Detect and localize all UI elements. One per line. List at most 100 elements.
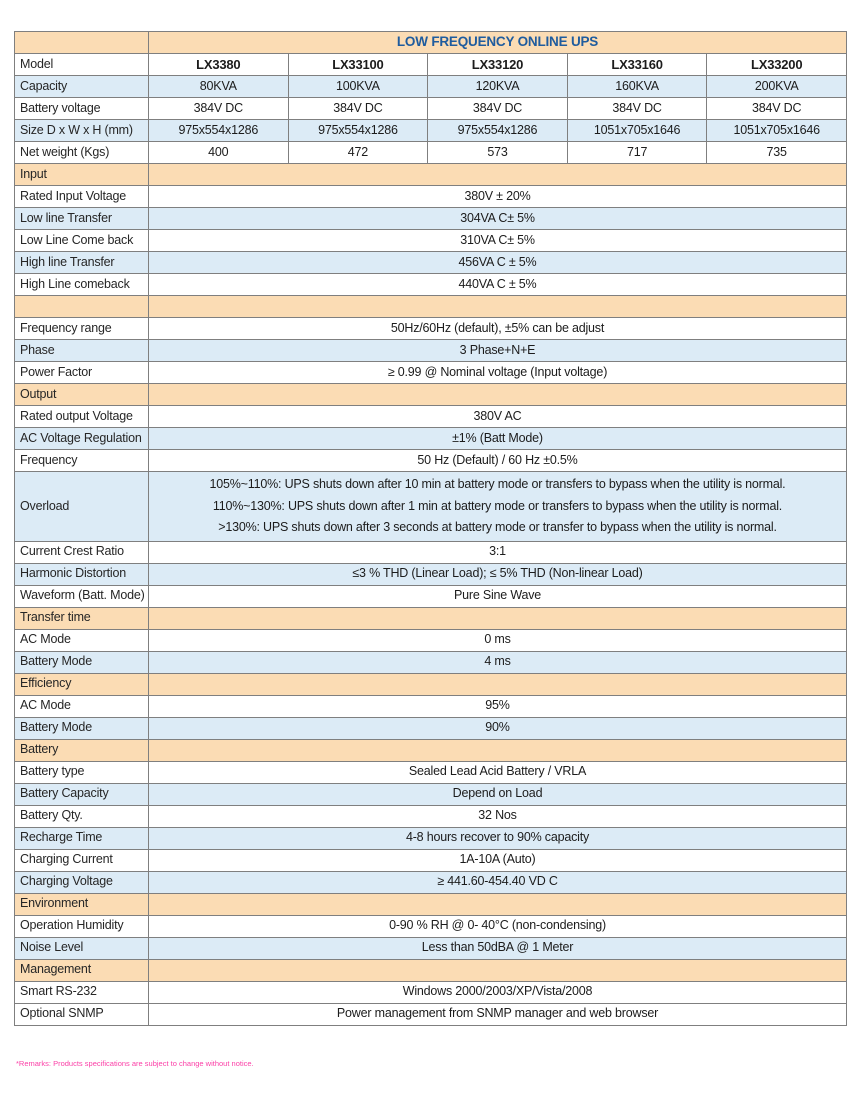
row-label: Battery voltage <box>14 97 149 120</box>
row-label: Frequency <box>14 449 149 472</box>
spec-value: 4 ms <box>148 650 847 674</box>
spec-value: 384V DC <box>427 97 568 120</box>
table-row: Model LX3380 LX33100 LX33120 LX33160 LX33200 <box>14 53 847 76</box>
row-label: High line Transfer <box>14 251 149 274</box>
table-corner-cell <box>14 31 149 54</box>
table-row: Operation Humidity 0-90 % RH @ 0- 40°C (n… <box>14 914 847 938</box>
section-filler <box>148 606 847 630</box>
spec-value: LX33120 <box>427 53 568 76</box>
remarks-note: *Remarks: Products specifications are su… <box>16 1059 254 1068</box>
table-row: Rated Input Voltage 380V ± 20% <box>14 185 847 208</box>
table-row: Waveform (Batt. Mode) Pure Sine Wave <box>14 584 847 608</box>
section-filler <box>148 672 847 696</box>
spec-value: 384V DC <box>287 97 429 120</box>
spec-value: 200KVA <box>706 75 847 98</box>
spec-value: 3:1 <box>148 540 847 564</box>
spec-value: 32 Nos <box>148 804 847 828</box>
spec-value: ≤3 % THD (Linear Load); ≤ 5% THD (Non-li… <box>148 562 847 586</box>
row-label: AC Mode <box>14 694 149 718</box>
row-label: Battery type <box>14 760 149 784</box>
spec-value: 120KVA <box>427 75 568 98</box>
section-label: Transfer time <box>14 606 149 630</box>
table-row: Battery type Sealed Lead Acid Battery / V… <box>14 760 847 784</box>
row-label: AC Voltage Regulation <box>14 427 149 450</box>
spec-value: 384V DC <box>706 97 847 120</box>
section-header-row: Efficiency <box>14 672 847 696</box>
row-label: High Line comeback <box>14 273 149 296</box>
row-label: Charging Current <box>14 848 149 872</box>
table-row: Rated output Voltage 380V AC <box>14 405 847 428</box>
table-row: Battery Capacity Depend on Load <box>14 782 847 806</box>
section-header-row <box>14 295 847 318</box>
spec-value: ≥ 0.99 @ Nominal voltage (Input voltage) <box>148 361 847 384</box>
row-label: Operation Humidity <box>14 914 149 938</box>
overload-condition-line: >130%: UPS shuts down after 3 seconds at… <box>218 520 777 534</box>
row-label: Charging Voltage <box>14 870 149 894</box>
spec-value: 384V DC <box>566 97 708 120</box>
spec-value: ≥ 441.60-454.40 VD C <box>148 870 847 894</box>
row-label: Phase <box>14 339 149 362</box>
section-header-row: Output <box>14 383 847 406</box>
overload-condition-line: 110%~130%: UPS shuts down after 1 min at… <box>212 498 783 513</box>
row-label: Smart RS-232 <box>14 980 149 1004</box>
spec-value: Power management from SNMP manager and w… <box>148 1002 847 1026</box>
row-label: Noise Level <box>14 936 149 960</box>
spec-value: 440VA C ± 5% <box>148 273 847 296</box>
table-row: Power Factor ≥ 0.99 @ Nominal voltage (In… <box>14 361 847 384</box>
spec-value: 105%~110%: UPS shuts down after 10 min a… <box>148 471 847 542</box>
row-label: Rated output Voltage <box>14 405 149 428</box>
table-row: Noise Level Less than 50dBA @ 1 Meter <box>14 936 847 960</box>
section-filler <box>148 892 847 916</box>
table-row: Net weight (Kgs) 400 472 573 717 735 <box>14 141 847 164</box>
spec-value: Less than 50dBA @ 1 Meter <box>148 936 847 960</box>
row-label: Size D x W x H (mm) <box>14 119 149 142</box>
spec-value: LX33100 <box>287 53 429 76</box>
table-row: Capacity 80KVA 100KVA 120KVA 160KVA 200KVA <box>14 75 847 98</box>
row-label: Battery Mode <box>14 650 149 674</box>
table-row: Recharge Time 4-8 hours recover to 90% ca… <box>14 826 847 850</box>
row-label: Low Line Come back <box>14 229 149 252</box>
section-label <box>14 295 149 318</box>
spec-value: 90% <box>148 716 847 740</box>
table-row: High Line comeback 440VA C ± 5% <box>14 273 847 296</box>
spec-value: 80KVA <box>148 75 289 98</box>
spec-value: 975x554x1286 <box>287 119 429 142</box>
spec-value: 1A-10A (Auto) <box>148 848 847 872</box>
spec-value: 0-90 % RH @ 0- 40°C (non-condensing) <box>148 914 847 938</box>
row-label: Battery Qty. <box>14 804 149 828</box>
spec-value: LX3380 <box>148 53 289 76</box>
table-row: Size D x W x H (mm) 975x554x1286 975x554x1… <box>14 119 847 142</box>
section-label: Environment <box>14 892 149 916</box>
spec-value: LX33160 <box>566 53 708 76</box>
section-label: Output <box>14 383 149 406</box>
table-row: Frequency range 50Hz/60Hz (default), ±5% … <box>14 317 847 340</box>
row-label: Rated Input Voltage <box>14 185 149 208</box>
spec-value: 1051x705x1646 <box>706 119 847 142</box>
overload-condition-line: 105%~110%: UPS shuts down after 10 min a… <box>209 477 786 491</box>
section-header-row: Input <box>14 163 847 186</box>
spec-value: Depend on Load <box>148 782 847 806</box>
table-row: AC Mode 0 ms <box>14 628 847 652</box>
table-row: Battery Mode 90% <box>14 716 847 740</box>
row-label: Harmonic Distortion <box>14 562 149 586</box>
row-label: Optional SNMP <box>14 1002 149 1026</box>
table-row: High line Transfer 456VA C ± 5% <box>14 251 847 274</box>
spec-value: 573 <box>427 141 568 164</box>
row-label: Model <box>14 53 149 76</box>
spec-value: 50 Hz (Default) / 60 Hz ±0.5% <box>148 449 847 472</box>
row-label: Waveform (Batt. Mode) <box>14 584 149 608</box>
table-row: Low line Transfer 304VA C± 5% <box>14 207 847 230</box>
section-filler <box>148 958 847 982</box>
spec-value: 456VA C ± 5% <box>148 251 847 274</box>
table-row: AC Voltage Regulation ±1% (Batt Mode) <box>14 427 847 450</box>
table-row: Overload 105%~110%: UPS shuts down after … <box>14 471 847 542</box>
table-row: Battery Mode 4 ms <box>14 650 847 674</box>
row-label: Frequency range <box>14 317 149 340</box>
spec-value: 1051x705x1646 <box>566 119 708 142</box>
table-row: Frequency 50 Hz (Default) / 60 Hz ±0.5% <box>14 449 847 472</box>
table-row: Smart RS-232 Windows 2000/2003/XP/Vista/2… <box>14 980 847 1004</box>
section-header-row: Management <box>14 958 847 982</box>
spec-value: 310VA C± 5% <box>148 229 847 252</box>
spec-value: 380V AC <box>148 405 847 428</box>
spec-value: 3 Phase+N+E <box>148 339 847 362</box>
